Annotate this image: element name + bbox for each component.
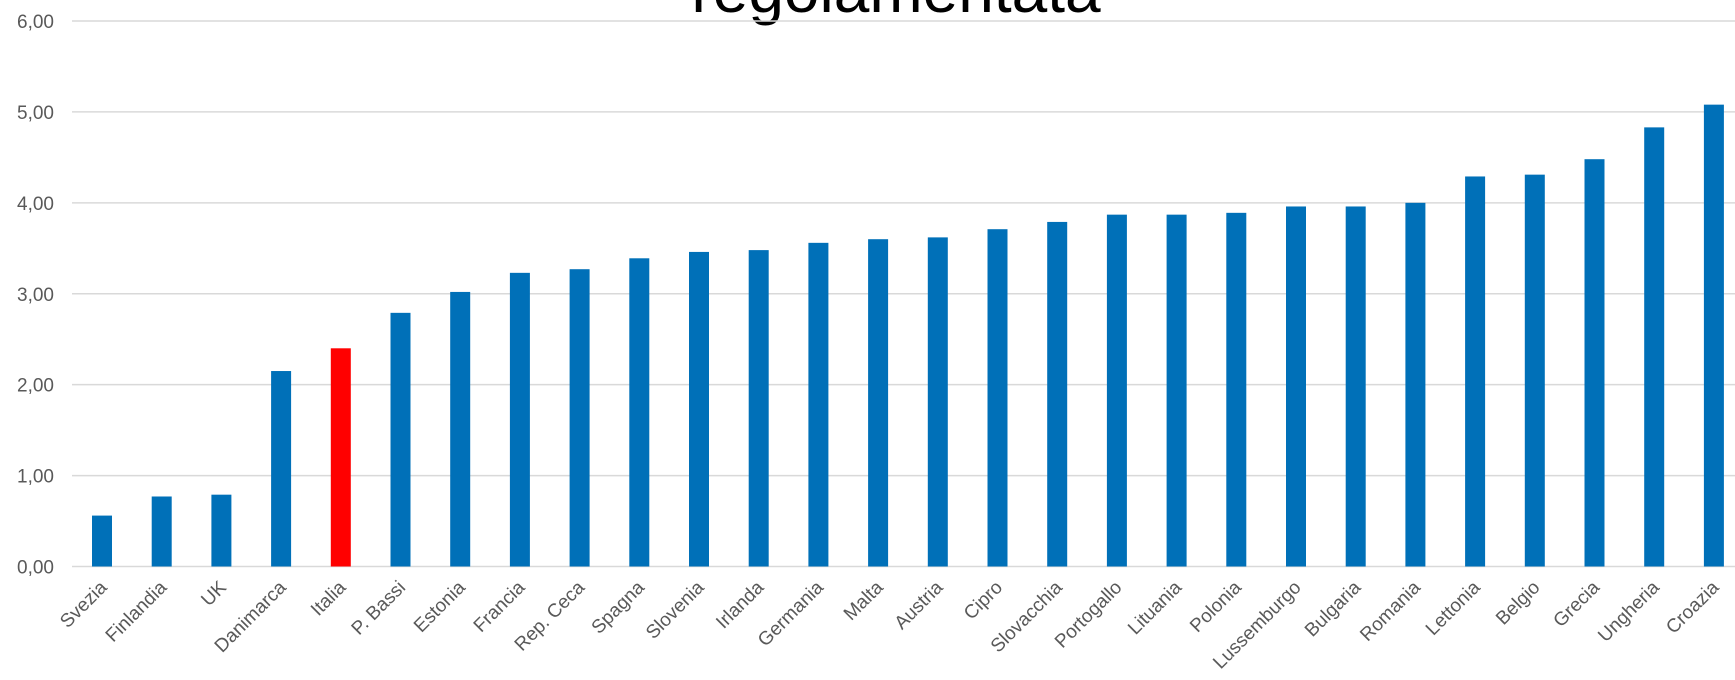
- x-tick-label: Italia: [307, 577, 351, 621]
- bar: [1286, 206, 1306, 567]
- bar: [1047, 221, 1068, 567]
- bar: [748, 250, 769, 567]
- bar: [927, 237, 948, 567]
- x-tick-label: Slovenia: [642, 577, 709, 644]
- x-tick-label: Cipro: [960, 577, 1007, 624]
- x-tick-label: Estonia: [410, 577, 470, 637]
- bar: [1703, 104, 1724, 567]
- bar: [151, 496, 172, 567]
- x-tick-label: Grecia: [1550, 577, 1605, 632]
- bar: [1106, 214, 1127, 567]
- bar: [569, 269, 590, 567]
- bar: [1644, 127, 1665, 567]
- bar: [629, 258, 650, 567]
- y-tick-label: 4,00: [17, 194, 54, 215]
- x-tick-label: P. Bassi: [348, 577, 410, 639]
- bar: [987, 229, 1008, 567]
- bar: [1345, 206, 1366, 567]
- y-tick-label: 3,00: [17, 285, 54, 306]
- bar: [211, 494, 232, 567]
- x-tick-label: Lettonia: [1422, 577, 1485, 640]
- y-tick-label: 6,00: [17, 12, 54, 33]
- bar: [92, 515, 112, 567]
- x-tick-label: Svezia: [56, 577, 111, 632]
- bar: [509, 272, 530, 567]
- bar: [808, 242, 829, 567]
- x-tick-label: Malta: [840, 577, 888, 625]
- bar: [1226, 212, 1247, 567]
- bar: [330, 348, 351, 567]
- bar: [689, 251, 709, 567]
- x-tick-label: Ungheria: [1594, 577, 1664, 647]
- x-tick-label: Croazia: [1662, 577, 1723, 638]
- x-tick-label: Francia: [470, 577, 530, 637]
- y-tick-label: 1,00: [17, 467, 54, 488]
- x-tick-label: Irlanda: [712, 577, 768, 633]
- chart-title: regolamentata: [691, 0, 1101, 26]
- y-tick-label: 5,00: [17, 103, 54, 124]
- bar: [1524, 174, 1545, 567]
- y-tick-label: 0,00: [17, 558, 54, 579]
- bar: [271, 371, 292, 567]
- y-tick-label: 2,00: [17, 376, 54, 397]
- bar: [1584, 159, 1605, 567]
- x-tick-label: Spagna: [588, 577, 649, 638]
- x-tick-label: Lituania: [1124, 577, 1186, 639]
- bar: [1405, 202, 1426, 567]
- bar: [1166, 214, 1187, 567]
- x-tick-label: Belgio: [1492, 577, 1544, 629]
- bar: [450, 291, 471, 567]
- bar: [1465, 176, 1486, 567]
- x-tick-label: Romania: [1356, 577, 1425, 646]
- x-tick-label: Polonia: [1186, 577, 1246, 637]
- x-tick-label: Austria: [891, 577, 948, 634]
- bar: [390, 312, 411, 567]
- x-tick-label: Finlandia: [102, 577, 172, 647]
- x-tick-label: Germania: [754, 577, 828, 651]
- x-tick-label: UK: [197, 577, 231, 611]
- bar: [868, 239, 889, 567]
